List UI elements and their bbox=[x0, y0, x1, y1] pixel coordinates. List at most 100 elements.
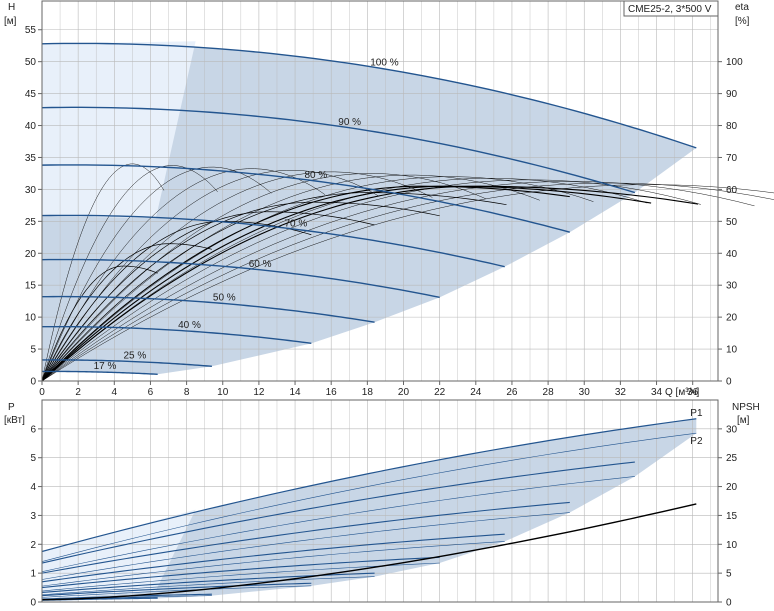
power-axis-unit: [кВт] bbox=[4, 415, 25, 426]
npsh-y-right-tick-label: 0 bbox=[726, 598, 732, 609]
x-tick-label: 0 bbox=[39, 387, 45, 398]
speed-label: 17 % bbox=[94, 361, 117, 372]
power-y-left-tick-label: 1 bbox=[30, 569, 36, 580]
system-curve bbox=[41, 184, 774, 382]
power-y-left-tick-label: 2 bbox=[30, 540, 36, 551]
y-right-tick-label: 20 bbox=[726, 313, 738, 324]
system-curve bbox=[41, 173, 487, 382]
p2-curve bbox=[41, 585, 312, 598]
p2-curve bbox=[41, 432, 697, 562]
y-left-tick-label: 10 bbox=[25, 313, 37, 324]
npsh-y-right-tick-label: 20 bbox=[726, 482, 738, 493]
efficiency-curve bbox=[41, 201, 440, 382]
x-tick-label: 36 bbox=[687, 387, 699, 398]
y-left-tick-label: 55 bbox=[25, 25, 37, 36]
system-curve bbox=[41, 176, 594, 382]
p1-curve bbox=[41, 501, 570, 574]
y-left-tick-label: 25 bbox=[25, 217, 37, 228]
x-tick-label: 24 bbox=[470, 387, 482, 398]
npsh-curve bbox=[41, 503, 697, 601]
p2-curve bbox=[41, 476, 635, 572]
head-curve-80-percent bbox=[41, 164, 570, 233]
head-axis-unit: [м] bbox=[4, 16, 17, 27]
p1-curve bbox=[41, 461, 635, 564]
p2-curve bbox=[41, 576, 375, 596]
y-right-tick-label: 10 bbox=[726, 345, 738, 356]
head-chart-ticks: 0 2 4 6 8 10 12 14 16 18 20 22 24 26 28 30 32 34 360510152… bbox=[25, 25, 743, 398]
npsh-y-right-tick-label: 10 bbox=[726, 540, 738, 551]
system-curve bbox=[41, 174, 540, 382]
system-curve bbox=[41, 178, 648, 382]
title-box-frame bbox=[623, 0, 719, 17]
y-left-tick-label: 20 bbox=[25, 249, 37, 260]
head-curve-100-percent bbox=[41, 42, 697, 149]
efficiency-curve bbox=[41, 192, 507, 382]
x-tick-label: 12 bbox=[253, 387, 265, 398]
head-chart-grid bbox=[42, 1, 718, 381]
x-tick-label: 20 bbox=[398, 387, 410, 398]
system-curve bbox=[41, 163, 165, 382]
y-left-tick-label: 30 bbox=[25, 185, 37, 196]
speed-label: 50 % bbox=[213, 293, 236, 304]
efficiency-curve bbox=[41, 211, 375, 382]
power-curves: P1 P2 bbox=[41, 408, 703, 601]
head-curve-70-percent bbox=[41, 214, 505, 268]
head-curves: 100 % 90 % 80 % 70 % 60 % 50 % 40 % 25 % 17 % bbox=[41, 42, 697, 375]
x-tick-label: 18 bbox=[362, 387, 374, 398]
p2-curve bbox=[41, 598, 158, 601]
power-y-left-tick-label: 0 bbox=[30, 598, 36, 609]
eta-axis-label: eta bbox=[735, 2, 749, 13]
power-axis-label: P bbox=[8, 402, 15, 413]
head-curve-50-percent bbox=[41, 295, 375, 323]
head-plot-frame bbox=[41, 0, 719, 382]
x-tick-label: 28 bbox=[543, 387, 555, 398]
x-tick-label: 22 bbox=[434, 387, 446, 398]
speed-label: 60 % bbox=[249, 259, 272, 270]
power-y-left-tick-label: 6 bbox=[30, 424, 36, 435]
p1-curve bbox=[41, 556, 440, 589]
x-tick-label: 4 bbox=[112, 387, 118, 398]
npsh-y-right-tick-label: 25 bbox=[726, 453, 738, 464]
p1-curve bbox=[41, 582, 312, 597]
x-tick-label: 26 bbox=[506, 387, 518, 398]
y-right-tick-label: 80 bbox=[726, 121, 738, 132]
head-chart-frame bbox=[41, 0, 719, 382]
head-curve-17-percent bbox=[41, 370, 158, 375]
system-curve bbox=[41, 182, 774, 382]
x-tick-label: 32 bbox=[615, 387, 627, 398]
speed-label: 90 % bbox=[338, 117, 361, 128]
efficiency-curves bbox=[41, 163, 774, 382]
x-tick-label: 6 bbox=[148, 387, 154, 398]
npsh-axis-label: NPSH bbox=[732, 402, 760, 413]
y-right-tick-label: 30 bbox=[726, 281, 738, 292]
y-left-tick-label: 45 bbox=[25, 89, 37, 100]
head-curve-90-percent bbox=[41, 106, 636, 194]
x-tick-label: 30 bbox=[579, 387, 591, 398]
flow-axis-label: Q [м³/ч] bbox=[665, 387, 700, 398]
y-right-tick-label: 70 bbox=[726, 153, 738, 164]
y-right-tick-label: 100 bbox=[726, 57, 743, 68]
head-operating-area bbox=[42, 41, 697, 375]
y-left-tick-label: 40 bbox=[25, 121, 37, 132]
power-chart-ticks: 0 1 2 3 4 5 6 0 5 10 15 20 25 30 bbox=[30, 424, 737, 608]
p1-label: P1 bbox=[690, 408, 703, 419]
operating-area-shade bbox=[42, 43, 697, 375]
head-curve-60-percent bbox=[41, 258, 440, 299]
npsh-y-right-tick-label: 15 bbox=[726, 511, 738, 522]
x-tick-label: 8 bbox=[184, 387, 190, 398]
y-left-tick-label: 35 bbox=[25, 153, 37, 164]
p2-label: P2 bbox=[690, 436, 703, 447]
p1-curve bbox=[41, 533, 505, 583]
speed-label: 100 % bbox=[370, 58, 398, 69]
y-right-tick-label: 0 bbox=[726, 377, 732, 388]
power-chart-frame bbox=[41, 399, 719, 603]
efficiency-curve bbox=[41, 265, 158, 382]
efficiency-curve bbox=[41, 185, 652, 382]
y-left-tick-label: 50 bbox=[25, 57, 37, 68]
y-right-tick-label: 90 bbox=[726, 89, 738, 100]
y-right-tick-label: 40 bbox=[726, 249, 738, 260]
system-curve bbox=[41, 179, 701, 382]
p2-curve bbox=[41, 512, 570, 580]
x-tick-label: 10 bbox=[217, 387, 229, 398]
